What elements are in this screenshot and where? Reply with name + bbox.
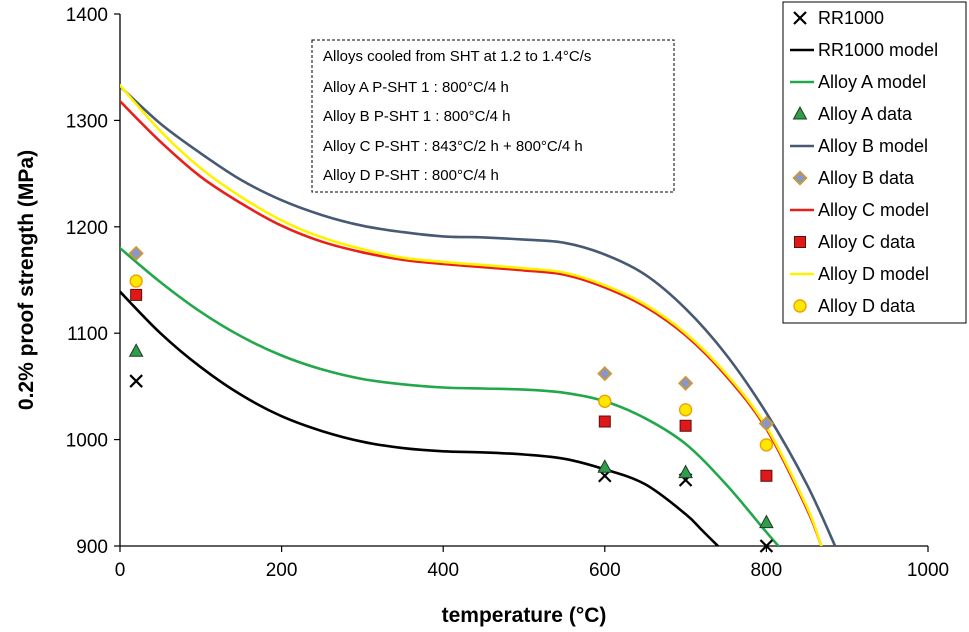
- x-tick-label: 800: [751, 560, 783, 581]
- alloy-b-model-line: [120, 85, 837, 546]
- tick-labels: 0 200 400 600 800 1000 900 1000 1100 1200 1300 1400: [66, 5, 949, 581]
- y-tick-label: 1400: [66, 5, 108, 26]
- legend-label: Alloy C model: [818, 200, 929, 220]
- alloy-b-data-point: [597, 366, 613, 382]
- y-axis-title: 0.2% proof strength (MPa): [15, 150, 38, 410]
- x-tick-label: 1000: [907, 560, 949, 581]
- alloy-d-data-point: [129, 274, 143, 288]
- annotation-line: Alloy A P-SHT 1 : 800°C/4 h: [323, 79, 509, 96]
- x-tick-label: 600: [589, 560, 621, 581]
- legend-label: Alloy A data: [818, 104, 913, 124]
- alloy-c-data-point: [130, 288, 143, 301]
- alloy-d-data-point: [598, 394, 612, 408]
- legend-swatch: [792, 170, 808, 186]
- y-tick-label: 1200: [66, 218, 108, 239]
- alloy-a-data-point: [678, 464, 693, 479]
- alloy-b-data-point: [677, 375, 694, 391]
- annotation-frame: [311, 39, 675, 193]
- annotation-line: Alloys cooled from SHT at 1.2 to 1.4°C/s: [323, 48, 591, 65]
- alloy-c-data-point: [760, 469, 773, 482]
- alloy-c-data-point: [679, 419, 692, 432]
- alloy-a-data-point: [759, 514, 774, 529]
- annotation-line: Alloy C P-SHT : 843°C/2 h + 800°C/4 h: [323, 138, 583, 155]
- alloy-a-data-point: [128, 343, 144, 357]
- alloy-c-data-point: [598, 415, 611, 428]
- annotation-line: Alloy D P-SHT : 800°C/4 h: [323, 167, 499, 184]
- legend-swatch: [793, 11, 807, 25]
- alloy-b-data-point: [758, 416, 775, 432]
- legend-label: Alloy B model: [818, 136, 928, 156]
- y-tick-label: 1300: [66, 111, 108, 132]
- rr1000-point: [129, 374, 143, 388]
- alloy-d-data-point: [678, 403, 693, 417]
- legend-swatch: [792, 105, 808, 120]
- legend-label: Alloy B data: [818, 168, 915, 188]
- rr1000-point: [759, 539, 774, 553]
- alloy-b-data-point: [128, 245, 144, 262]
- y-tick-label: 900: [76, 537, 108, 558]
- x-axis-title: temperature (°C): [442, 604, 607, 627]
- model-lines: [120, 84, 837, 546]
- y-tick-label: 1100: [67, 324, 108, 345]
- legend-label: Alloy A model: [818, 72, 926, 92]
- annotation-box: Alloys cooled from SHT at 1.2 to 1.4°C/s…: [311, 39, 675, 193]
- x-tick-label: 200: [266, 560, 298, 581]
- x-tick-label: 400: [427, 560, 459, 581]
- ticks: [114, 13, 929, 552]
- data-markers: [128, 245, 775, 553]
- alloy-a-data-point: [597, 459, 613, 473]
- alloy-c-model-line: [120, 99, 823, 546]
- legend-label: RR1000 model: [818, 40, 938, 60]
- legend-swatch: [793, 299, 807, 313]
- rr1000-model-line: [120, 290, 720, 546]
- legend-label: Alloy C data: [818, 232, 916, 252]
- legend-label: RR1000: [818, 8, 884, 28]
- y-tick-label: 1000: [66, 431, 108, 452]
- x-tick-label: 0: [115, 560, 126, 581]
- alloy-d-model-line: [120, 84, 823, 546]
- annotation-line: Alloy B P-SHT 1 : 800°C/4 h: [323, 108, 510, 125]
- legend-label: Alloy D model: [818, 264, 929, 284]
- alloy-d-data-point: [759, 438, 774, 452]
- legend-label: Alloy D data: [818, 296, 916, 316]
- alloy-a-model-line: [120, 246, 780, 546]
- legend-frame: [782, 1, 967, 324]
- legend-swatch: [794, 236, 806, 248]
- legend: RR1000 RR1000 model Alloy A model Alloy A d…: [782, 1, 967, 324]
